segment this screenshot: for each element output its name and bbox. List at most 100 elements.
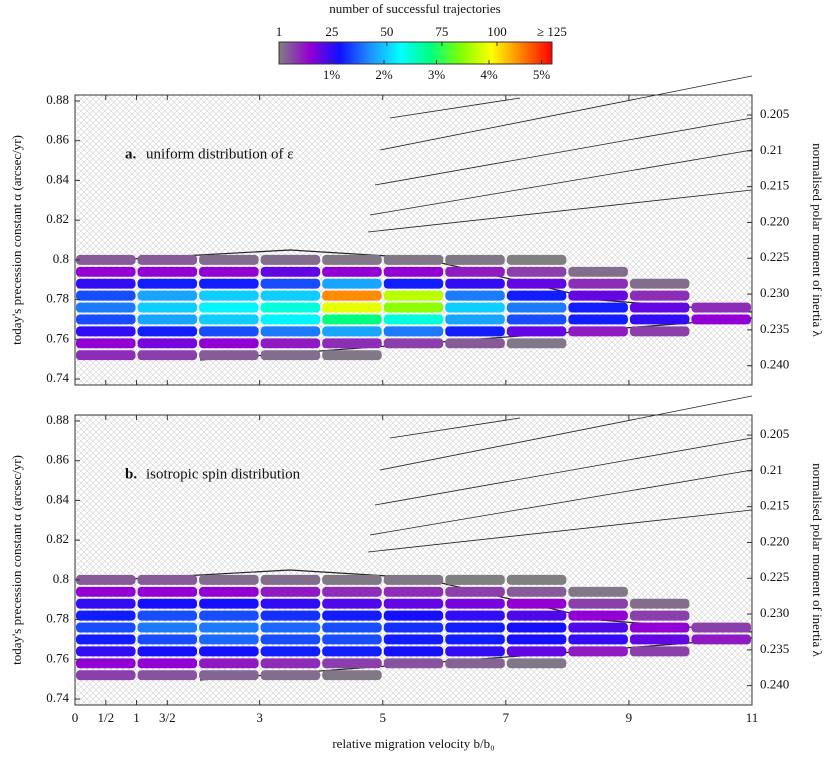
heat-cell xyxy=(137,302,198,313)
heat-cell xyxy=(137,670,198,681)
heat-cell xyxy=(506,646,567,657)
heat-cell xyxy=(322,670,382,681)
heat-cell xyxy=(76,278,136,289)
heat-cell xyxy=(445,314,505,325)
y-tick-label: 0.84 xyxy=(46,171,69,186)
y2-tick-label: 0.21 xyxy=(760,462,783,477)
y2-tick-label: 0.240 xyxy=(760,677,789,692)
heat-cell xyxy=(137,290,198,301)
heat-cell xyxy=(322,350,382,361)
y-tick-label: 0.78 xyxy=(46,291,69,306)
heat-cell xyxy=(199,302,259,313)
heat-cell xyxy=(506,254,567,265)
heat-cell xyxy=(137,610,198,621)
x-tick-label: 1/2 xyxy=(97,710,114,725)
heat-cell xyxy=(383,326,444,337)
colorbar-tick-label: 4% xyxy=(480,67,498,82)
heat-cell xyxy=(506,598,567,609)
y2-axis-label: normalised polar moment of inertia λ xyxy=(810,143,825,337)
colorbar-tick-label: 25 xyxy=(325,24,338,39)
heat-cell xyxy=(506,278,567,289)
x-tick-label: 9 xyxy=(626,710,633,725)
y-tick-label: 0.8 xyxy=(53,571,69,586)
y-tick-label: 0.86 xyxy=(46,452,69,467)
heat-cell xyxy=(691,634,751,645)
heat-cell xyxy=(568,646,628,657)
heat-cell xyxy=(199,598,259,609)
heat-cell xyxy=(629,634,690,645)
y-axis-label: today's precession constant α (arcsec/yr… xyxy=(9,135,24,345)
heat-cell xyxy=(137,314,198,325)
heat-cell xyxy=(322,326,382,337)
heat-cell xyxy=(260,290,321,301)
heat-cell xyxy=(445,598,505,609)
heat-cell xyxy=(445,610,505,621)
heat-cell xyxy=(445,634,505,645)
heat-cell xyxy=(76,314,136,325)
colorbar-tick-label: 3% xyxy=(428,67,446,82)
heat-cell xyxy=(506,338,567,349)
heat-cell xyxy=(506,658,567,669)
heat-cell xyxy=(76,634,136,645)
heat-cell xyxy=(199,574,259,585)
y2-axis-label: normalised polar moment of inertia λ xyxy=(810,463,825,657)
heat-cell xyxy=(568,290,628,301)
y2-tick-label: 0.240 xyxy=(760,357,789,372)
heat-cell xyxy=(260,610,321,621)
heat-cell xyxy=(506,302,567,313)
heat-cell xyxy=(199,658,259,669)
heat-cell xyxy=(568,586,628,597)
colorbar-tick-label: 1 xyxy=(276,24,283,39)
heat-cell xyxy=(445,622,505,633)
heat-cell xyxy=(383,634,444,645)
heat-cell xyxy=(445,586,505,597)
heat-cell xyxy=(199,646,259,657)
heat-cell xyxy=(506,266,567,277)
heat-cell xyxy=(629,646,690,657)
heat-cell xyxy=(260,350,321,361)
heat-cell xyxy=(629,598,690,609)
y-tick-label: 0.78 xyxy=(46,611,69,626)
heat-cell xyxy=(137,622,198,633)
y2-tick-label: 0.215 xyxy=(760,498,789,513)
heat-cell xyxy=(568,610,628,621)
heat-cell xyxy=(76,586,136,597)
heat-cell xyxy=(322,254,382,265)
y-axis-label: today's precession constant α (arcsec/yr… xyxy=(9,455,24,665)
heat-cell xyxy=(137,254,198,265)
heat-cell xyxy=(506,290,567,301)
heat-cell xyxy=(383,266,444,277)
y-tick-label: 0.74 xyxy=(46,690,69,705)
heat-cell xyxy=(322,314,382,325)
annotation: uniform distribution of ε xyxy=(146,146,294,162)
heat-cell xyxy=(76,610,136,621)
heat-cell xyxy=(76,622,136,633)
heat-cell xyxy=(445,278,505,289)
colorbar-tick-label: 5% xyxy=(533,67,551,82)
heat-cell xyxy=(445,266,505,277)
y-tick-label: 0.88 xyxy=(46,412,69,427)
heat-cell xyxy=(322,338,382,349)
heat-cell xyxy=(506,314,567,325)
annotation: isotropic spin distribution xyxy=(146,466,301,482)
heat-cell xyxy=(322,634,382,645)
heat-cell xyxy=(76,338,136,349)
heat-cell xyxy=(260,658,321,669)
heat-cell xyxy=(568,598,628,609)
heat-cell xyxy=(322,574,382,585)
heat-cell xyxy=(383,622,444,633)
heat-cell xyxy=(383,302,444,313)
heat-cell xyxy=(568,326,628,337)
y-tick-label: 0.74 xyxy=(46,370,69,385)
x-tick-label: 3 xyxy=(256,710,263,725)
heat-cell xyxy=(199,290,259,301)
heat-cell xyxy=(76,302,136,313)
heat-cell xyxy=(76,598,136,609)
plot-frame xyxy=(74,414,753,706)
x-tick-label: 11 xyxy=(746,710,759,725)
heat-cell xyxy=(199,586,259,597)
y-tick-label: 0.76 xyxy=(46,330,69,345)
y-tick-label: 0.88 xyxy=(46,92,69,107)
heat-cell xyxy=(76,658,136,669)
